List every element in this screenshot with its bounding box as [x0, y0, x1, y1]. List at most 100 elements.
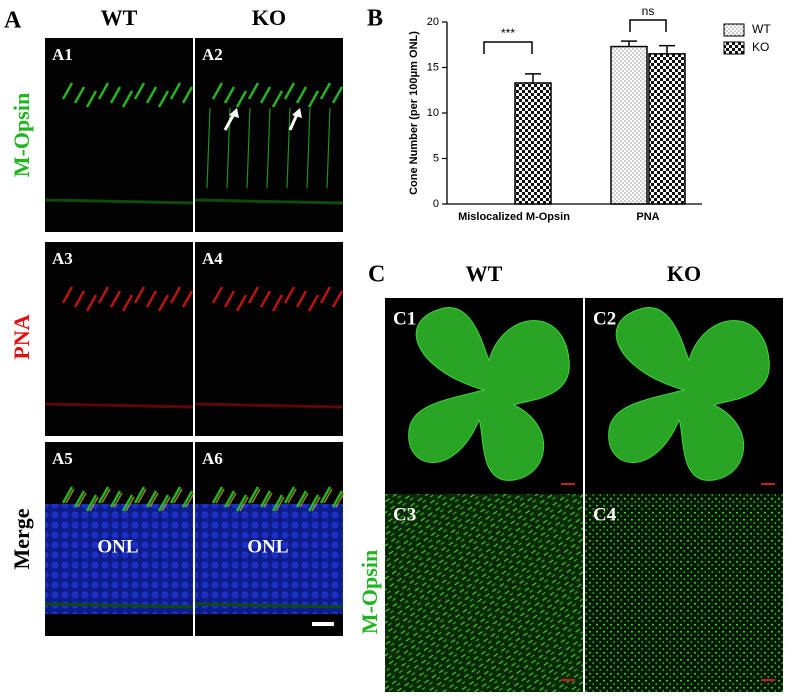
cone-streak: [295, 490, 308, 508]
column-header: WT: [101, 5, 138, 30]
cone-streak: [307, 494, 320, 512]
legend-label: KO: [752, 40, 769, 54]
row-label: M-Opsin: [357, 550, 382, 634]
cone-streak: [145, 86, 158, 104]
y-tick-label: 20: [427, 16, 439, 28]
cone-streak: [307, 90, 320, 108]
column-header: KO: [667, 261, 701, 286]
band: [44, 602, 194, 609]
band: [194, 402, 344, 409]
y-tick-label: 5: [433, 152, 439, 164]
cone-streak: [73, 290, 86, 308]
x-tick-label: Mislocalized M-Opsin: [458, 211, 570, 223]
y-tick-label: 10: [427, 107, 439, 119]
tile-label: C4: [593, 504, 617, 525]
cone-streak: [97, 486, 110, 504]
cone-streak: [113, 492, 123, 508]
cone-streak: [145, 290, 158, 308]
cone-streak: [259, 290, 272, 308]
cone-streak: [133, 82, 146, 100]
band: [44, 198, 194, 205]
micrograph: [385, 494, 583, 692]
cone-streak: [101, 488, 111, 504]
cone-streak: [211, 286, 224, 304]
cone-streak: [247, 82, 260, 100]
bar: [610, 45, 648, 205]
cone-streak: [85, 294, 98, 312]
cone-streak: [331, 86, 344, 104]
cone-streak: [227, 492, 237, 508]
cone-streak: [247, 486, 260, 504]
panel-label: B: [367, 6, 383, 32]
cone-streak: [157, 90, 170, 108]
column-header: KO: [252, 5, 286, 30]
band: [194, 198, 344, 205]
cone-streak: [239, 496, 249, 512]
x-tick-label: PNA: [636, 211, 659, 223]
cone-streak: [311, 496, 321, 512]
cone-streak: [283, 82, 296, 100]
arrow-head: [229, 108, 239, 118]
nuclei-layer: [195, 504, 343, 614]
cone-streak: [211, 486, 224, 504]
cone-streak: [61, 286, 74, 304]
cone-streak: [307, 294, 320, 312]
cone-streak: [121, 294, 134, 312]
cone-streak: [65, 488, 75, 504]
tile-label: A6: [202, 449, 223, 468]
row-label: M-Opsin: [9, 93, 34, 177]
cone-streak: [283, 486, 296, 504]
cone-streak: [299, 492, 309, 508]
cone-streak: [181, 86, 194, 104]
cone-streak: [109, 490, 122, 508]
cone-streak: [263, 492, 273, 508]
cone-streak: [61, 486, 74, 504]
legend-label: WT: [752, 22, 771, 36]
significance-bracket: [483, 41, 533, 54]
cone-streak: [235, 494, 248, 512]
cone-streak: [157, 294, 170, 312]
cone-streak: [121, 90, 134, 108]
cone-streak: [271, 90, 284, 108]
cone-streak: [283, 286, 296, 304]
significance-bracket: [629, 19, 667, 32]
cone-streak: [181, 290, 194, 308]
cone-streak: [275, 496, 285, 512]
legend-swatch: [723, 41, 745, 55]
cone-streak: [73, 86, 86, 104]
retina: [408, 307, 570, 481]
tile-label: A4: [202, 249, 223, 268]
cone-streak: [85, 494, 98, 512]
process: [266, 107, 271, 189]
cone-streak: [145, 490, 158, 508]
cone-streak: [185, 492, 195, 508]
micrograph: [585, 494, 783, 692]
row-label: Merge: [9, 508, 34, 569]
process: [286, 107, 291, 189]
bar: [514, 82, 552, 205]
cone-streak: [223, 490, 236, 508]
cone-streak: [137, 488, 147, 504]
significance-label: ***: [501, 26, 515, 40]
cone-streak: [169, 486, 182, 504]
cone-streak: [251, 488, 261, 504]
process: [246, 107, 251, 189]
cone-streak: [121, 494, 134, 512]
process: [206, 107, 211, 189]
cone-streak: [181, 490, 194, 508]
cone-streak: [77, 492, 87, 508]
y-tick-label: 0: [433, 198, 439, 210]
cone-streak: [331, 290, 344, 308]
cone-streak: [173, 488, 183, 504]
cone-streak: [211, 82, 224, 100]
cone-streak: [319, 286, 332, 304]
cone-streak: [271, 294, 284, 312]
cone-streak: [259, 490, 272, 508]
cone-streak: [161, 496, 171, 512]
cone-streak: [73, 490, 86, 508]
cone-streak: [61, 82, 74, 100]
cone-streak: [319, 82, 332, 100]
process: [326, 107, 331, 189]
cone-streak: [89, 496, 99, 512]
